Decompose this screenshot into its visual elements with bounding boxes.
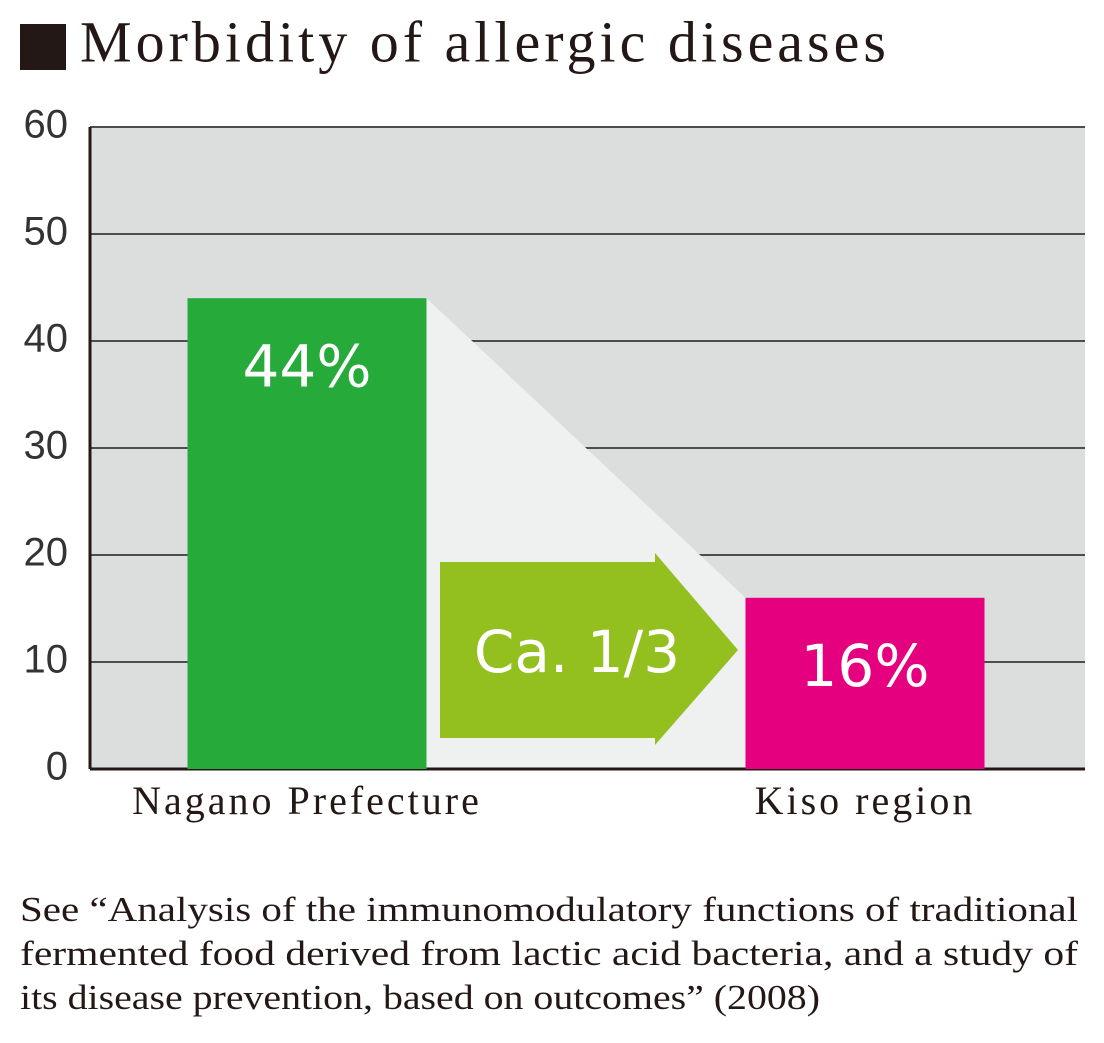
y-tick-label: 60 — [24, 103, 69, 147]
annotation: Ca. 1/3 — [474, 618, 680, 686]
arrow — [440, 553, 738, 745]
footnote: See “Analysis of the immunomodulatory fu… — [20, 890, 1078, 929]
y-tick-label: 50 — [24, 210, 69, 254]
y-tick-label: 20 — [24, 531, 69, 575]
value-label: 16% — [801, 632, 930, 700]
y-tick-label: 10 — [24, 638, 69, 682]
footnote: its disease prevention, based on outcome… — [20, 978, 820, 1017]
title-marker — [20, 24, 66, 70]
x-tick-label: Nagano Prefecture — [132, 778, 482, 823]
x-tick-label: Kiso region — [755, 778, 976, 823]
bar — [745, 597, 985, 769]
value-label: 44% — [243, 332, 372, 400]
y-tick-label: 30 — [24, 424, 69, 468]
bar — [187, 298, 427, 769]
chart-title: Morbidity of allergic diseases — [80, 9, 890, 74]
y-tick-label: 40 — [24, 317, 69, 361]
y-tick-label: 0 — [46, 745, 68, 789]
footnote: fermented food derived from lactic acid … — [20, 934, 1078, 973]
